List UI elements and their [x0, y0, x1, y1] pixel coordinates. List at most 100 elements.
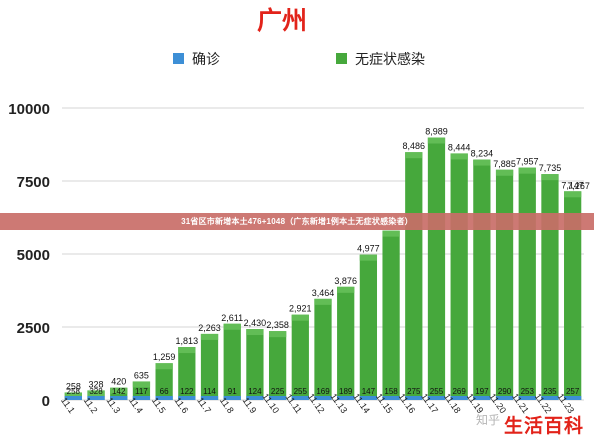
- data-label-confirmed: 147: [362, 387, 376, 396]
- bar-asymptomatic: [495, 169, 514, 400]
- bar-asymptomatic: [223, 323, 241, 400]
- bar-asymptomatic: [246, 329, 264, 400]
- y-tick-label: 10000: [8, 101, 50, 118]
- bar-confirmed: [268, 396, 287, 400]
- bar-highlight: [268, 331, 287, 338]
- data-label-confirmed: 66: [160, 387, 169, 396]
- bar-confirmed: [314, 396, 332, 400]
- bar-highlight: [495, 169, 514, 176]
- data-label-asymptomatic: 7,147: [561, 180, 584, 190]
- watermark-logo: 生活百科: [503, 415, 584, 437]
- bar-highlight: [473, 159, 491, 166]
- bar-confirmed: [427, 396, 446, 400]
- data-label-confirmed: 255: [294, 387, 308, 396]
- data-label-asymptomatic: 3,464: [312, 288, 335, 298]
- legend: 确诊 无症状感染: [173, 51, 425, 68]
- bar-confirmed: [110, 396, 128, 400]
- data-label-asymptomatic: 2,358: [266, 320, 289, 330]
- data-label-asymptomatic: 7,885: [493, 159, 516, 169]
- data-label-confirmed: 158: [384, 387, 398, 396]
- bar-highlight: [155, 363, 173, 370]
- data-label-asymptomatic: 2,611: [221, 313, 243, 323]
- bar-confirmed: [246, 396, 264, 400]
- bar-confirmed: [178, 396, 196, 400]
- data-label-asymptomatic: 420: [111, 377, 126, 387]
- data-label-asymptomatic: 635: [134, 370, 149, 380]
- watermark-source: 知乎: [475, 413, 500, 427]
- data-label-confirmed: 117: [135, 387, 148, 396]
- data-label-confirmed: 275: [407, 387, 421, 396]
- y-tick-label: 2500: [17, 320, 50, 337]
- data-label-asymptomatic: 2,921: [289, 304, 312, 314]
- data-label-asymptomatic: 2,430: [244, 318, 267, 328]
- bar-highlight: [405, 152, 423, 159]
- bar-asymptomatic: [337, 286, 355, 400]
- data-label-confirmed: 258: [67, 387, 81, 396]
- bar-confirmed: [337, 396, 355, 400]
- y-tick-label: 0: [42, 393, 50, 410]
- data-label-confirmed: 257: [566, 387, 580, 396]
- data-label-asymptomatic: 8,444: [448, 142, 471, 152]
- data-label-confirmed: 328: [89, 387, 103, 396]
- bar-asymptomatic: [450, 153, 468, 400]
- legend-label-asymptomatic: 无症状感染: [355, 51, 425, 68]
- data-label-asymptomatic: 8,486: [403, 141, 426, 151]
- bar-confirmed: [155, 396, 173, 400]
- bar-highlight: [382, 230, 400, 237]
- y-tick-label: 5000: [17, 247, 50, 264]
- data-label-confirmed: 255: [430, 387, 444, 396]
- data-label-asymptomatic: 4,977: [357, 244, 380, 254]
- legend-label-confirmed: 确诊: [192, 52, 220, 68]
- bar-confirmed: [541, 396, 559, 400]
- bar-confirmed: [87, 396, 105, 400]
- bar-asymptomatic: [541, 174, 559, 400]
- data-label-confirmed: 189: [339, 387, 353, 396]
- bar-highlight: [541, 174, 559, 181]
- y-tick-label: 7500: [17, 174, 50, 191]
- bar-highlight: [200, 333, 219, 340]
- data-label-confirmed: 225: [271, 387, 285, 396]
- bar-asymptomatic: [178, 347, 196, 400]
- bar-highlight: [87, 390, 105, 397]
- bar-confirmed: [405, 396, 423, 400]
- bar-confirmed: [473, 396, 491, 400]
- data-label-asymptomatic: 1,813: [176, 336, 199, 346]
- bar-highlight: [564, 191, 582, 198]
- bar-asymptomatic: [518, 167, 536, 400]
- headline-banner: 31省区市新增本土476+1048（广东新增1例本土无症状感染者）: [0, 213, 594, 230]
- legend-swatch-confirmed: [173, 53, 184, 64]
- bar-asymptomatic: [473, 159, 491, 400]
- data-label-confirmed: 142: [112, 387, 126, 396]
- data-label-confirmed: 91: [228, 387, 237, 396]
- bars: [64, 137, 582, 401]
- bar-highlight: [178, 347, 196, 354]
- data-label-asymptomatic: 3,876: [334, 276, 357, 286]
- bar-asymptomatic: [359, 254, 378, 400]
- data-label-extra: 7,267: [567, 181, 590, 191]
- bar-asymptomatic: [291, 314, 309, 400]
- bar-asymptomatic: [200, 333, 219, 400]
- bar-confirmed: [518, 396, 536, 400]
- data-label-asymptomatic: 2,263: [198, 323, 221, 333]
- bar-asymptomatic: [564, 191, 582, 400]
- bar-highlight: [337, 286, 355, 293]
- data-label-asymptomatic: 7,957: [516, 157, 539, 167]
- bar-confirmed: [64, 396, 82, 400]
- bar-asymptomatic: [155, 363, 173, 400]
- bar-confirmed: [450, 396, 468, 400]
- bar-confirmed: [564, 396, 582, 400]
- data-label-confirmed: 124: [248, 387, 262, 396]
- bar-confirmed: [495, 396, 514, 400]
- bar-highlight: [246, 329, 264, 336]
- bar-asymptomatic: [268, 331, 287, 400]
- bar-highlight: [110, 387, 128, 394]
- bar-highlight: [64, 392, 82, 399]
- bar-confirmed: [382, 396, 400, 400]
- data-label-confirmed: 269: [452, 387, 466, 396]
- data-label-confirmed: 197: [475, 387, 489, 396]
- data-label-asymptomatic: 258: [66, 381, 81, 391]
- bar-asymptomatic: [382, 230, 400, 400]
- bar-highlight: [359, 254, 378, 261]
